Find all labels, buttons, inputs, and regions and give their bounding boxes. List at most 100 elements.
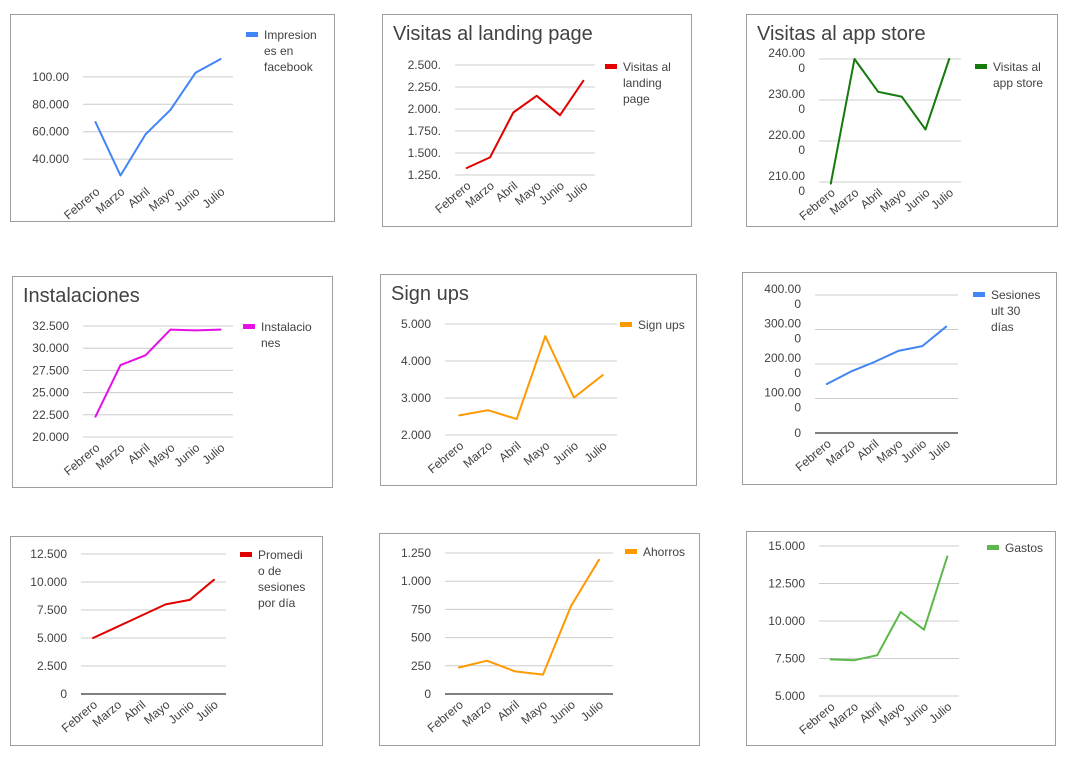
y-tick-label-line: 7.500 — [775, 652, 805, 666]
data-point — [946, 555, 949, 558]
legend-swatch — [625, 549, 637, 554]
x-tick-label: Mayo — [518, 697, 550, 727]
chart-panel-impresiones: 100.00 80.000 60.000 40.000 Febrero Marzo Abri… — [10, 14, 335, 222]
series-line — [829, 58, 951, 185]
y-tick-label-line: 750 — [411, 602, 431, 616]
data-point — [897, 350, 900, 352]
x-tick-label: Junio — [171, 184, 202, 213]
data-point — [213, 578, 215, 581]
chart-panel-visitas-landing: Visitas al landing page 2.500. 2.250. 2.00… — [382, 14, 692, 227]
data-point — [194, 71, 197, 74]
data-point — [829, 182, 832, 185]
chart-panel-sign-ups: Sign ups 5.000 4.000 3.000 2.000 Febrero Marz… — [380, 274, 697, 486]
y-tick-label-line: 5.000 — [401, 317, 431, 331]
x-tick-label: Mayo — [146, 440, 178, 470]
y-tick-label-line: 0 — [798, 61, 805, 75]
y-tick-label-line: 2.500. — [408, 58, 441, 72]
data-point — [601, 374, 604, 376]
data-point — [853, 58, 856, 60]
data-point — [487, 409, 489, 412]
chart-panel-gastos: 15.000 12.500 10.000 7.500 5.000 Febrero Marzo… — [746, 531, 1056, 746]
data-point — [194, 329, 197, 332]
chart-panel-sesiones: 400.00 0 300.00 0 200.00 0 100.00 0 0 Febrero Marz… — [742, 272, 1057, 485]
legend-label-line: ult 30 — [991, 304, 1021, 318]
line-chart-gastos: 15.00012.50010.0007.5005.000FebreroMarzo… — [768, 539, 959, 737]
chart-panel-visitas-app-store: Visitas al app store 240.00 0 230.00 0 220.0… — [746, 14, 1058, 227]
y-tick-label: 2.000 — [401, 428, 431, 442]
line-chart-instalaciones: 32.50030.00027.50025.00022.50020.000Febr… — [32, 319, 233, 478]
y-tick-label: 1.250 — [401, 546, 431, 560]
series-line — [465, 79, 585, 169]
data-point — [582, 79, 585, 82]
y-tick-label-line: 1.250 — [401, 546, 431, 560]
data-point — [945, 325, 947, 328]
y-tick-label-line: 100.00 — [764, 386, 801, 400]
y-tick-label: 100.00 0 — [764, 386, 801, 415]
y-tick-label: 7.500 — [775, 652, 805, 666]
y-tick-label-line: 230.00 — [768, 87, 805, 101]
legend-visitas-landing: Visitas al landing page — [605, 59, 671, 107]
data-point — [116, 625, 119, 628]
data-point — [514, 670, 516, 673]
x-tick-label: Julio — [928, 185, 956, 212]
y-tick-label: 2.000. — [408, 102, 441, 116]
data-point — [921, 345, 924, 347]
data-point — [573, 396, 575, 399]
y-tick-label-line: 1.000 — [401, 574, 431, 588]
y-tick-label: 5.000 — [401, 317, 431, 331]
series-line — [92, 578, 215, 639]
y-tick-label-line: 2.000 — [401, 428, 431, 442]
y-tick-label-line: 30.000 — [32, 341, 69, 355]
chart-title: Sign ups — [391, 283, 469, 305]
y-tick-label-line: 32.500 — [32, 319, 69, 333]
x-tick-label: Marzo — [93, 184, 128, 216]
y-tick-label-line: 0 — [794, 366, 801, 380]
x-tick-label: Abril — [496, 439, 523, 465]
chart-title: Visitas al landing page — [393, 23, 593, 45]
data-point — [119, 364, 122, 366]
legend-swatch — [243, 324, 255, 329]
y-tick-label: 250 — [411, 659, 431, 673]
x-tick-label: Marzo — [460, 438, 495, 470]
y-tick-label: 10.000 — [768, 614, 805, 628]
data-point — [119, 174, 122, 177]
legend-label-line: es en — [264, 44, 294, 58]
data-point — [140, 614, 143, 617]
data-point — [92, 637, 94, 639]
legend-label-line: Instalacio — [261, 320, 312, 334]
legend-swatch — [620, 322, 632, 327]
x-tick-label: Junio — [547, 697, 578, 726]
y-tick-label: 30.000 — [32, 341, 69, 355]
chart-panel-instalaciones: Instalaciones 32.500 30.000 27.500 25.000 22… — [12, 276, 333, 488]
y-tick-label-line: 1.500. — [408, 146, 441, 160]
data-point — [948, 58, 951, 60]
data-point — [489, 156, 491, 159]
y-tick-label: 500 — [411, 631, 431, 645]
legend-label-line: Ahorros — [643, 545, 686, 559]
legend-impresiones: Impresion es en facebook — [246, 27, 317, 75]
y-tick-label-line: 100.00 — [32, 70, 69, 84]
legend-visitas-app-store: Visitas al app store — [975, 59, 1043, 91]
y-tick-label-line: 1.250. — [408, 168, 441, 182]
data-point — [900, 95, 903, 98]
y-tick-label: 32.500 — [32, 319, 69, 333]
y-tick-label-line: 220.00 — [768, 128, 805, 142]
y-tick-label: 750 — [411, 602, 431, 616]
x-tick-label: Julio — [200, 184, 228, 211]
data-point — [877, 90, 880, 93]
data-point — [458, 666, 460, 669]
y-tick-label-line: 0 — [798, 102, 805, 116]
y-tick-label-line: 22.500 — [32, 408, 69, 422]
y-tick-label: 0 — [60, 687, 67, 701]
y-tick-label-line: 1.750. — [408, 124, 441, 138]
data-point — [559, 114, 561, 117]
y-tick-label-line: 40.000 — [32, 152, 69, 166]
y-tick-label-line: 2.500 — [37, 659, 67, 673]
legend-label-line: días — [991, 320, 1014, 334]
y-tick-label-line: 0 — [60, 687, 67, 701]
data-point — [164, 603, 167, 606]
y-tick-label: 1.500. — [408, 146, 441, 160]
